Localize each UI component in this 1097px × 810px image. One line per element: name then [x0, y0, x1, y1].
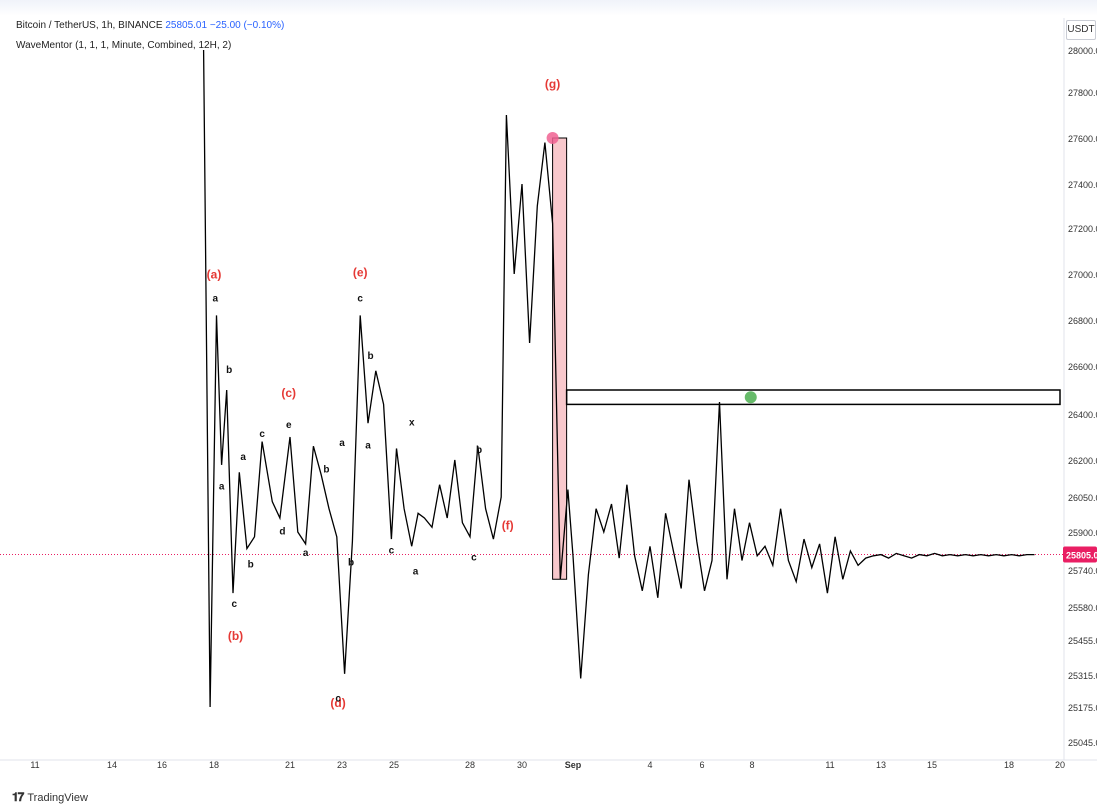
wave-label-major: (a) — [207, 268, 222, 282]
y-tick-label: 25315.00 — [1068, 671, 1097, 681]
wave-label-minor: b — [348, 557, 354, 568]
wave-label-minor: a — [219, 482, 225, 493]
y-tick-label: 27000.00 — [1068, 270, 1097, 280]
symbol-text: Bitcoin / TetherUS, 1h, BINANCE — [16, 20, 163, 31]
wave-label-major: (b) — [228, 629, 243, 643]
x-tick-label: 8 — [749, 760, 754, 770]
wave-g-marker — [546, 132, 559, 144]
green-marker — [744, 391, 757, 404]
y-tick-label: 25580.00 — [1068, 603, 1097, 613]
x-axis-ticks: 11 14 16 18 21 23 25 28 30 Sep 4 6 8 11 13 15 18 20 — [0, 759, 1097, 770]
current-price-tag — [1063, 546, 1097, 563]
y-tick-label: 25455.00 — [1068, 636, 1097, 646]
wave-label-layer: (a) (b) (c) (d) (e) (f) (g) a a b c a b c e d a b a c b c b a c x… — [207, 77, 561, 710]
y-tick-label: 27400.00 — [1068, 180, 1097, 190]
red-zone-rect — [552, 137, 568, 580]
wave-label-minor: a — [339, 438, 345, 449]
wave-label-major: (e) — [353, 265, 368, 279]
y-tick-label: 27800.00 — [1068, 88, 1097, 98]
wave-label-minor: a — [303, 548, 309, 559]
wave-label-minor: a — [240, 452, 246, 463]
x-tick-label: Sep — [565, 760, 582, 770]
y-tick-label: 26200.00 — [1068, 456, 1097, 466]
price-axis-background — [1064, 18, 1097, 760]
y-tick-label: 27200.00 — [1068, 224, 1097, 234]
wave-label-minor: a — [365, 441, 371, 452]
x-tick-label: 30 — [517, 760, 527, 770]
y-tick-label: 26600.00 — [1068, 362, 1097, 372]
wave-label-major: (f) — [502, 519, 514, 533]
wave-label-major: (c) — [281, 386, 296, 400]
wave-label-minor: b — [248, 560, 254, 571]
y-tick-label: 25900.00 — [1068, 528, 1097, 538]
x-tick-label: 18 — [1004, 760, 1014, 770]
x-tick-label: 21 — [285, 760, 295, 770]
wave-label-minor: c — [471, 553, 477, 564]
price-change: −25.00 (−0.10%) — [209, 20, 285, 31]
x-tick-label: 28 — [465, 760, 475, 770]
x-tick-label: 6 — [699, 760, 704, 770]
y-tick-label: 26800.00 — [1068, 316, 1097, 326]
wave-label-minor: c — [389, 545, 395, 556]
y-tick-label: 25175.00 — [1068, 703, 1097, 713]
footer-branding: 𝟏𝟕 TradingView — [12, 790, 88, 805]
x-tick-label: 11 — [825, 760, 834, 770]
wave-label-minor: d — [279, 526, 285, 537]
price-line-layer — [202, 49, 1035, 708]
y-tick-label: 27600.00 — [1068, 134, 1097, 144]
wave-label-major: (g) — [545, 77, 560, 91]
price-series-line — [202, 49, 1035, 708]
wave-label-minor: c — [259, 429, 265, 440]
wave-label-minor: x — [409, 418, 415, 429]
wave-label-minor: c — [335, 693, 341, 704]
wave-label-minor: e — [286, 420, 292, 431]
tradingview-logo-icon: 𝟏𝟕 — [12, 790, 24, 804]
current-price-tag-label: 25805.01 — [1066, 551, 1097, 561]
x-tick-label: 23 — [337, 760, 347, 770]
x-tick-label: 14 — [107, 760, 117, 770]
x-tick-label: 25 — [389, 760, 399, 770]
x-tick-label: 18 — [209, 760, 219, 770]
x-tick-label: 15 — [927, 760, 937, 770]
y-tick-label: 28000.00 — [1068, 46, 1097, 56]
y-tick-label: 25740.00 — [1068, 566, 1097, 576]
x-tick-label: 13 — [876, 760, 886, 770]
top-toolbar-strip — [0, 0, 1097, 16]
y-axis-ticks: 28000.00 27800.00 27600.00 27400.00 27200.00… — [1063, 18, 1097, 760]
y-tick-label: 26400.00 — [1068, 410, 1097, 420]
x-tick-label: 4 — [647, 760, 652, 770]
wave-label-minor: c — [231, 599, 237, 610]
resistance-box — [565, 389, 1061, 406]
last-price: 25805.01 — [165, 20, 208, 31]
brand-name: TradingView — [27, 791, 88, 804]
wave-label-minor: b — [476, 445, 482, 456]
wave-label-minor: a — [413, 567, 419, 578]
wave-label-minor: b — [323, 464, 329, 475]
y-tick-label: 26050.00 — [1068, 493, 1097, 503]
indicator-legend[interactable]: WaveMentor (1, 1, 1, Minute, Combined, 1… — [16, 40, 231, 51]
x-tick-label: 20 — [1055, 760, 1065, 770]
wave-label-minor: b — [368, 351, 374, 362]
y-tick-label: 25045.00 — [1068, 738, 1097, 748]
wave-label-major: (d) — [330, 696, 345, 710]
x-tick-label: 16 — [157, 760, 167, 770]
wave-label-minor: b — [226, 365, 232, 376]
wave-label-minor: c — [357, 294, 363, 305]
currency-unit-button[interactable]: USDT — [1066, 20, 1096, 40]
annotation-layer — [0, 137, 1064, 580]
x-tick-label: 11 — [30, 760, 39, 770]
symbol-legend[interactable]: Bitcoin / TetherUS, 1h, BINANCE 25805.01… — [16, 20, 284, 31]
wave-label-minor: a — [212, 294, 218, 305]
indicator-text: WaveMentor (1, 1, 1, Minute, Combined, 1… — [16, 40, 232, 51]
